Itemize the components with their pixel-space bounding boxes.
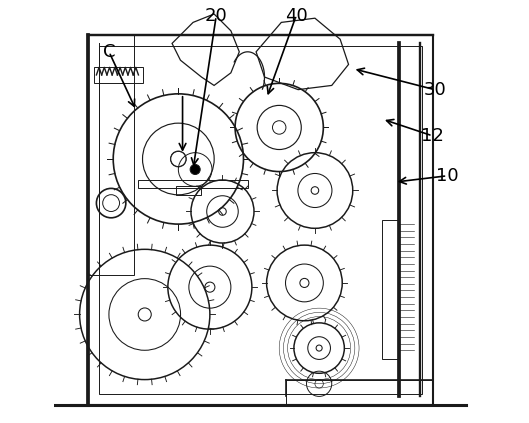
Text: 30: 30 [423,81,446,99]
Text: C: C [103,43,115,61]
Circle shape [171,151,186,167]
Circle shape [190,165,200,175]
Text: 40: 40 [285,7,307,25]
Text: 20: 20 [205,7,227,25]
Circle shape [272,121,286,134]
Text: 10: 10 [436,167,459,185]
Text: 12: 12 [421,127,444,145]
